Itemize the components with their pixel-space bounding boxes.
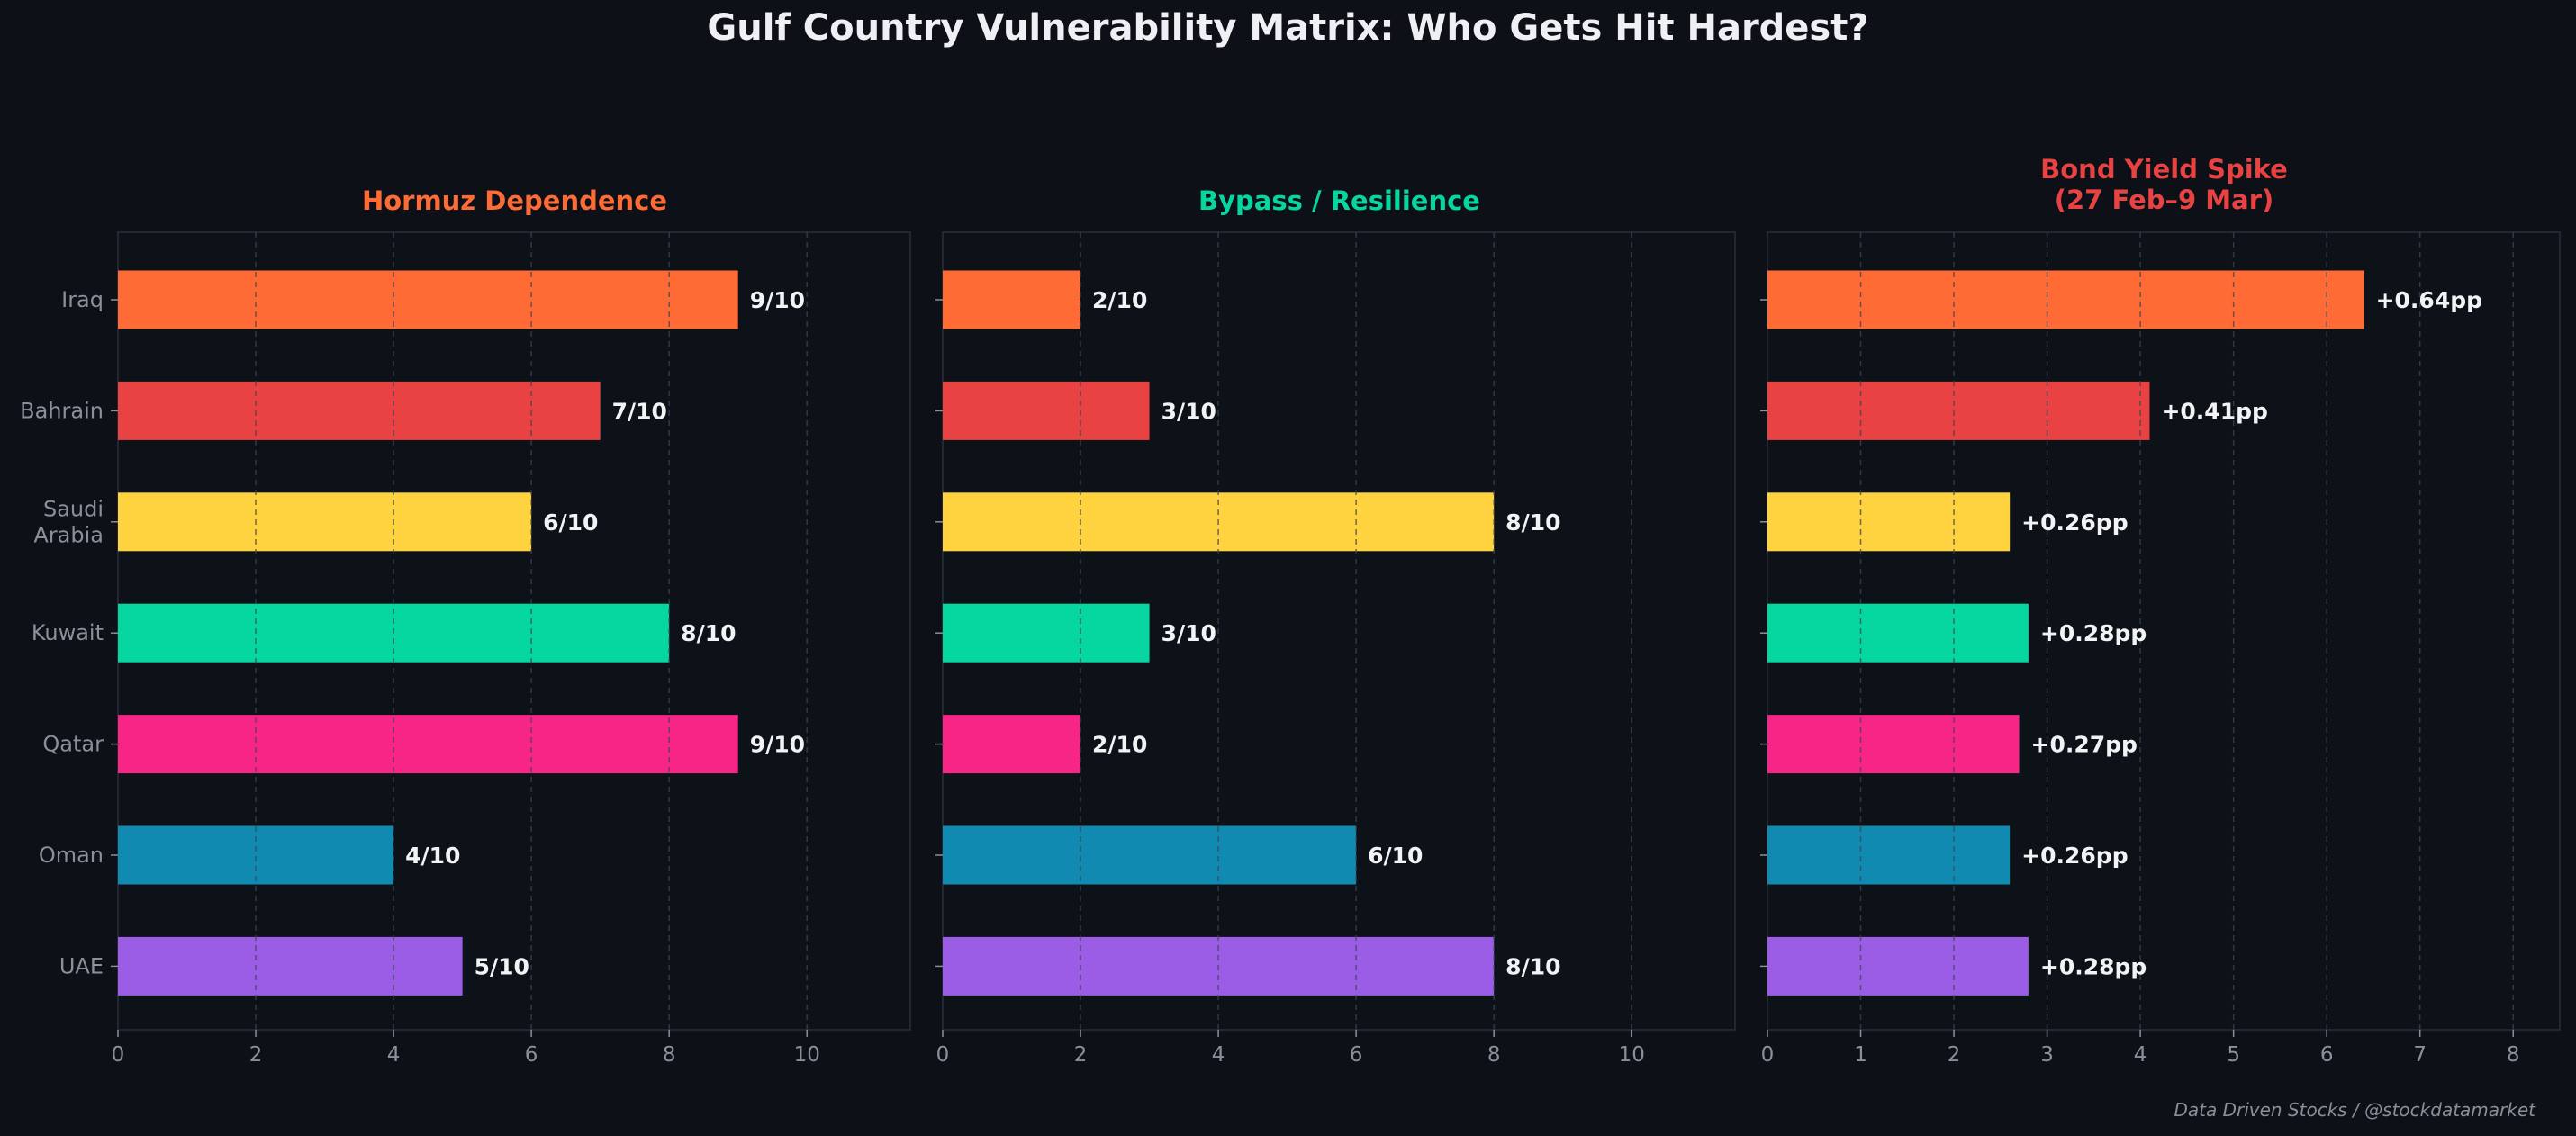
bar-3 <box>1767 603 2029 663</box>
x-tick-label: 8 <box>663 1043 676 1067</box>
value-label: +0.26pp <box>2021 509 2128 536</box>
value-label: 8/10 <box>1505 953 1560 979</box>
x-tick-label: 6 <box>2320 1043 2334 1067</box>
value-label: 3/10 <box>1161 620 1216 646</box>
y-tick-label: Bahrain <box>20 398 104 423</box>
bar-4 <box>118 715 738 774</box>
x-tick-label: 10 <box>794 1043 820 1067</box>
bar-0 <box>943 270 1081 329</box>
bar-group <box>1767 270 2364 996</box>
x-tick-label: 4 <box>387 1043 401 1067</box>
x-tick-label: 8 <box>2507 1043 2520 1067</box>
x-tick-label: 4 <box>1212 1043 1225 1067</box>
x-tick-label: 5 <box>2227 1043 2240 1067</box>
x-tick-label: 0 <box>1761 1043 1775 1067</box>
y-tick-label: UAE <box>59 953 104 978</box>
x-tick-label: 2 <box>1074 1043 1088 1067</box>
bar-2 <box>118 492 532 552</box>
value-label: 6/10 <box>1368 843 1423 869</box>
value-label: +0.27pp <box>2031 732 2138 758</box>
value-label: +0.28pp <box>2040 953 2147 979</box>
y-tick-label: Kuwait <box>32 620 104 645</box>
bar-1 <box>1767 381 2150 440</box>
bar-5 <box>1767 825 2011 885</box>
bar-6 <box>118 936 463 996</box>
panel-2: 0 2 4 6 8 10 2/10 3/10 8/10 3/10 2/10 6/10 8/10 <box>935 231 1736 1067</box>
panel-title-hormuz-dependence: Hormuz Dependence <box>361 185 668 216</box>
y-tick-label: Saudi Arabia <box>33 496 104 547</box>
bar-0 <box>1767 270 2364 329</box>
y-tick-label: Qatar <box>42 732 104 757</box>
value-label: 2/10 <box>1092 732 1147 758</box>
figure-title: Gulf Country Vulnerability Matrix: Who G… <box>707 7 1869 49</box>
value-label: 7/10 <box>612 398 667 424</box>
bar-6 <box>1767 936 2029 996</box>
value-label: +0.26pp <box>2021 843 2128 869</box>
panel-1: 0 2 4 6 8 10 Iraq Bahrain Saudi Arabia Kuwait Qatar… <box>20 231 911 1067</box>
x-tick-label: 1 <box>1854 1043 1867 1067</box>
bar-4 <box>1767 715 2020 774</box>
bar-5 <box>118 825 394 885</box>
panel-title-bond-yield-spike: Bond Yield Spike (27 Feb–9 Mar) <box>2040 154 2288 215</box>
value-label: 6/10 <box>543 509 598 536</box>
x-tick-label: 0 <box>936 1043 950 1067</box>
x-tick-label: 8 <box>1487 1043 1501 1067</box>
value-label: +0.41pp <box>2161 398 2267 424</box>
value-label: 8/10 <box>681 620 736 646</box>
x-tick-label: 0 <box>112 1043 125 1067</box>
x-tick-label: 2 <box>1948 1043 1961 1067</box>
x-tick-label: 4 <box>2134 1043 2147 1067</box>
x-tick-label: 3 <box>2040 1043 2054 1067</box>
x-tick-label: 6 <box>525 1043 538 1067</box>
value-label: 9/10 <box>750 732 805 758</box>
bar-0 <box>118 270 738 329</box>
value-label: 4/10 <box>405 843 460 869</box>
y-tick-label: Iraq <box>61 287 104 312</box>
x-tick-label: 2 <box>249 1043 263 1067</box>
x-tick-label: 6 <box>1350 1043 1363 1067</box>
bar-group <box>118 270 738 996</box>
value-label: +0.64pp <box>2376 287 2482 313</box>
bar-4 <box>943 715 1081 774</box>
y-tick-label: Oman <box>39 843 104 868</box>
value-label: 5/10 <box>475 953 529 979</box>
bar-2 <box>1767 492 2011 552</box>
bar-5 <box>943 825 1357 885</box>
bar-3 <box>943 603 1150 663</box>
value-label: 3/10 <box>1161 398 1216 424</box>
value-label: 9/10 <box>750 287 805 313</box>
bar-1 <box>943 381 1150 440</box>
panel-3: 0 1 2 3 4 5 6 7 8 +0.64pp +0.41pp +0.26pp +0.28pp +0.… <box>1760 231 2561 1067</box>
x-tick-label: 7 <box>2413 1043 2427 1067</box>
x-tick-label: 10 <box>1619 1043 1645 1067</box>
bar-1 <box>118 381 601 440</box>
value-label: +0.28pp <box>2040 620 2147 646</box>
credit-text: Data Driven Stocks / @stockdatamarket <box>2174 1099 2535 1121</box>
value-label: 8/10 <box>1505 509 1560 536</box>
value-label: 2/10 <box>1092 287 1147 313</box>
panel-title-bypass-resilience: Bypass / Resilience <box>1198 185 1480 216</box>
bar-group <box>943 270 1495 996</box>
